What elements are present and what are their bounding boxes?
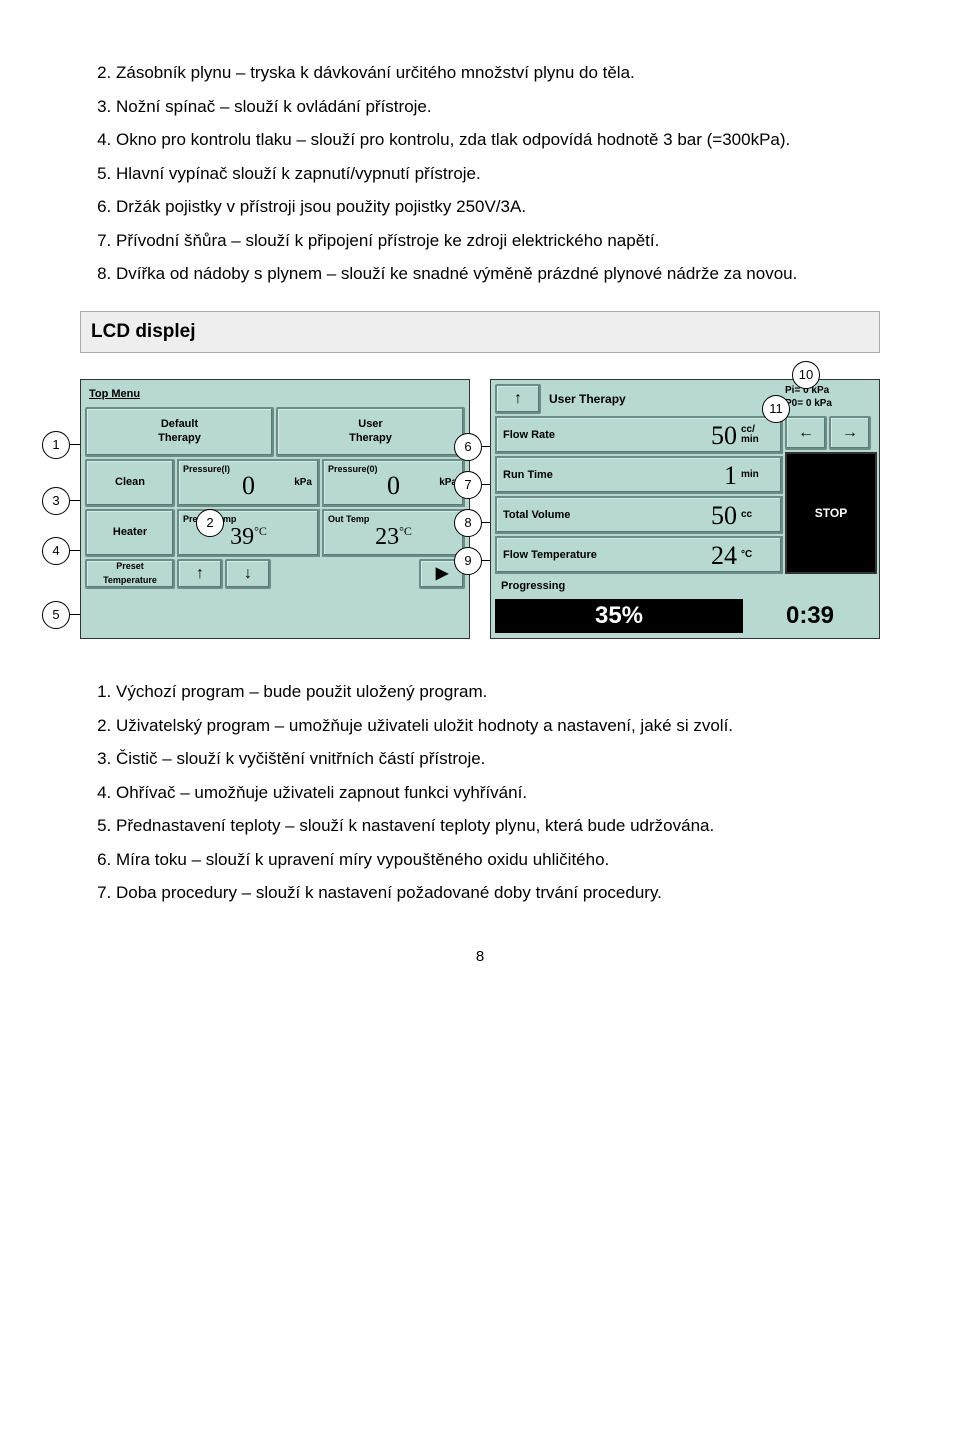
elapsed-time: 0:39 — [745, 599, 875, 633]
list-item: Hlavní vypínač slouží k zapnutí/vypnutí … — [116, 161, 880, 187]
callout-4: 4 — [42, 537, 70, 565]
list-item: Zásobník plynu – tryska k dávkování urči… — [116, 60, 880, 86]
list-item: Okno pro kontrolu tlaku – slouží pro kon… — [116, 127, 880, 153]
callout-7: 7 — [454, 471, 482, 499]
callout-5: 5 — [42, 601, 70, 629]
lcd-right-screen: ↑ User Therapy Pi= 0 kPa P0= 0 kPa Flow … — [490, 379, 880, 639]
callout-11: 11 — [762, 395, 790, 423]
callout-10: 10 — [792, 361, 820, 389]
back-up-button[interactable]: ↑ — [495, 384, 541, 414]
list-item: Výchozí program – bude použit uložený pr… — [116, 679, 880, 705]
callout-1: 1 — [42, 431, 70, 459]
list-item: Nožní spínač – slouží k ovládání přístro… — [116, 94, 880, 120]
decrease-button[interactable]: ↓ — [225, 559, 271, 589]
stop-button[interactable]: STOP — [785, 452, 877, 574]
callout-3: 3 — [42, 487, 70, 515]
flow-rate-row: Flow Rate 50 cc/ min — [495, 416, 783, 454]
lcd-right-panel: 10 11 6 7 8 9 ↑ User Therapy Pi= 0 kPa P… — [490, 379, 880, 639]
flow-temperature-row: Flow Temperature 24 °C — [495, 536, 783, 574]
p0-readout: P0= 0 kPa — [785, 397, 875, 410]
list-item: Držák pojistky v přístroji jsou použity … — [116, 194, 880, 220]
list-item: Dvířka od nádoby s plynem – slouží ke sn… — [116, 261, 880, 287]
clean-button[interactable]: Clean — [85, 459, 175, 507]
user-therapy-title: User Therapy — [543, 384, 783, 414]
list-item: Čistič – slouží k vyčištění vnitřních čá… — [116, 746, 880, 772]
list-item: Doba procedury – slouží k nastavení poža… — [116, 880, 880, 906]
total-volume-row: Total Volume 50 cc — [495, 496, 783, 534]
prev-button[interactable]: ← — [785, 416, 827, 450]
pressure-0-box: Pressure(0) kPa 0 — [322, 459, 465, 507]
top-numbered-list: Zásobník plynu – tryska k dávkování urči… — [80, 60, 880, 287]
lcd-left-screen: Top Menu Default Therapy User Therapy Cl… — [80, 379, 470, 639]
callout-9: 9 — [454, 547, 482, 575]
next-button[interactable]: → — [829, 416, 871, 450]
callout-2: 2 — [196, 509, 224, 537]
list-item: Míra toku – slouží k upravení míry vypou… — [116, 847, 880, 873]
increase-button[interactable]: ↑ — [177, 559, 223, 589]
list-item: Přívodní šňůra – slouží k připojení přís… — [116, 228, 880, 254]
callout-6: 6 — [454, 433, 482, 461]
preset-temperature-button[interactable]: Preset Temperature — [85, 559, 175, 589]
default-therapy-button[interactable]: Default Therapy — [85, 407, 274, 457]
lcd-left-panel: 1 2 3 4 5 Top Menu Default Therapy User … — [80, 379, 470, 639]
section-title: LCD displej — [80, 311, 880, 354]
list-item: Ohřívač – umožňuje uživateli zapnout fun… — [116, 780, 880, 806]
progress-percent: 35% — [495, 599, 743, 633]
user-therapy-button[interactable]: User Therapy — [276, 407, 465, 457]
run-time-row: Run Time 1 min — [495, 456, 783, 494]
lcd-figure: 1 2 3 4 5 Top Menu Default Therapy User … — [80, 379, 880, 639]
bottom-numbered-list: Výchozí program – bude použit uložený pr… — [80, 679, 880, 906]
top-menu-label: Top Menu — [85, 384, 465, 405]
out-temp-box: Out Temp 23°C — [322, 509, 465, 557]
list-item: Uživatelský program – umožňuje uživateli… — [116, 713, 880, 739]
callout-8: 8 — [454, 509, 482, 537]
pressure-i-box: Pressure(I) kPa 0 — [177, 459, 320, 507]
page-number: 8 — [80, 946, 880, 969]
list-item: Přednastavení teploty – slouží k nastave… — [116, 813, 880, 839]
progressing-label: Progressing — [495, 576, 875, 597]
heater-button[interactable]: Heater — [85, 509, 175, 557]
